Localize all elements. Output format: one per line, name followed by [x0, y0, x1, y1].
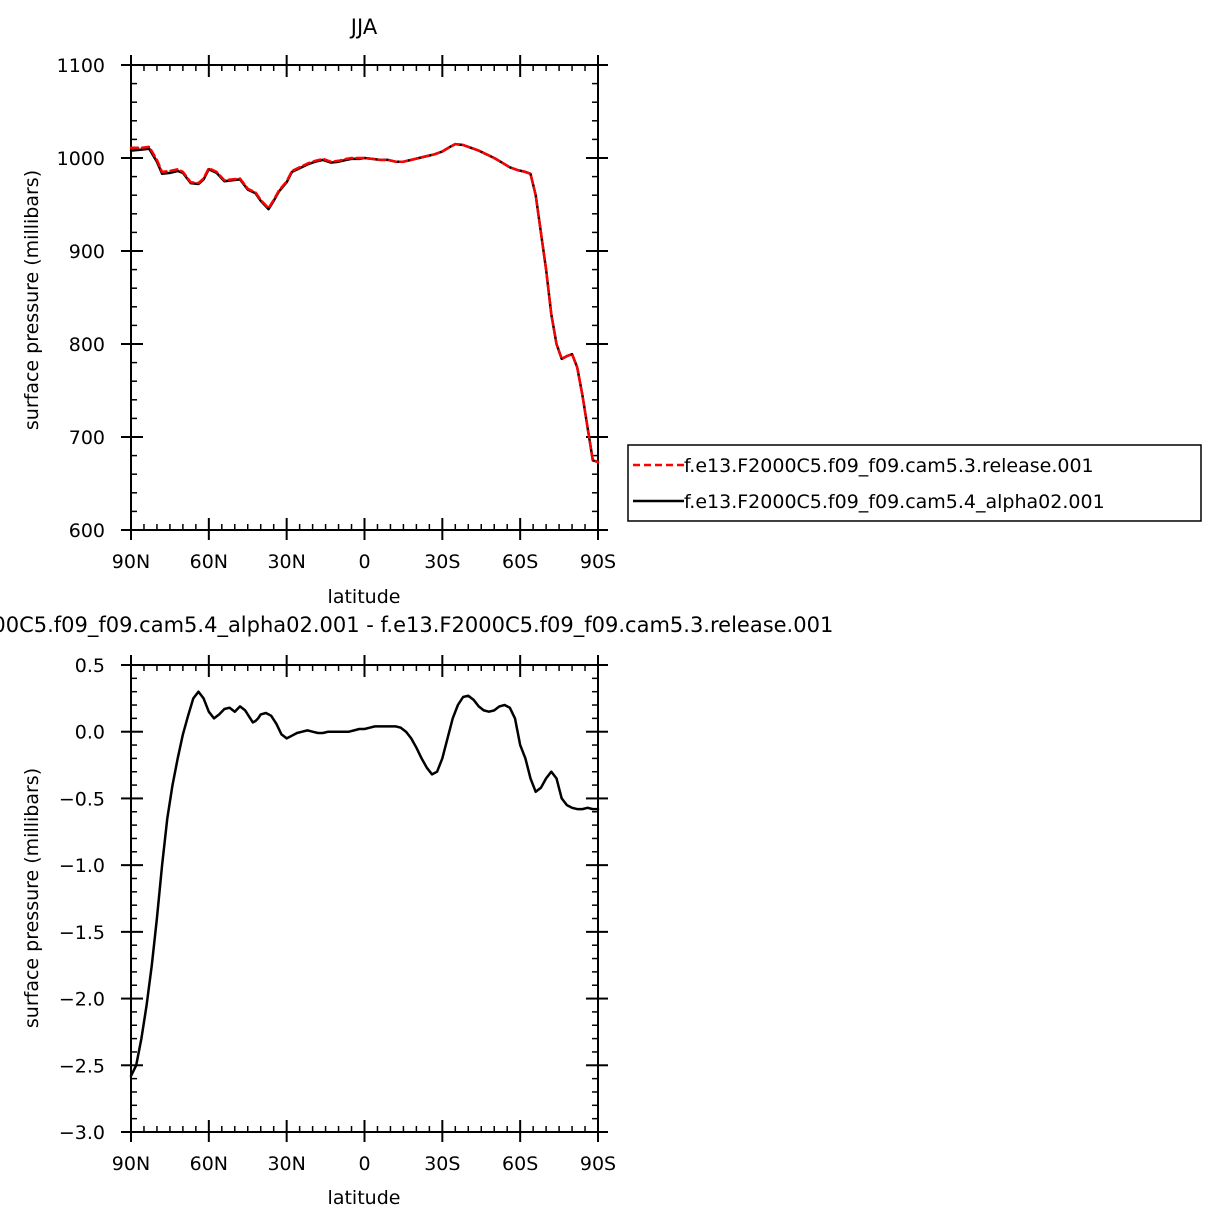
top-y-tick-label: 600 [69, 520, 105, 542]
top-panel: JJA 90N 60N 30N 0 30S 60S 90S 600 700 800 900 1000 1… [21, 15, 616, 608]
top-y-tick-label: 1000 [57, 148, 105, 170]
top-y-tick-label: 700 [69, 427, 105, 449]
top-x-tick-label: 30S [424, 551, 460, 573]
top-x-tick-label: 60N [190, 551, 228, 573]
top-x-tick-label: 30N [267, 551, 305, 573]
bottom-chart-title: f.e13.F2000C5.f09_f09.cam5.4_alpha02.001… [0, 613, 833, 638]
bottom-x-tick-label: 90S [580, 1153, 616, 1175]
bottom-x-tick-label: 60N [190, 1153, 228, 1175]
top-series-line-2 [129, 142, 600, 464]
top-y-tick-label: 1100 [57, 55, 105, 77]
top-chart-title: JJA [349, 15, 378, 39]
top-x-tick-label: 0 [358, 551, 370, 573]
bottom-y-tick-label: −2.5 [59, 1055, 105, 1077]
bottom-y-tick-label: 0.5 [75, 655, 105, 677]
top-x-tick-label: 60S [502, 551, 538, 573]
top-x-tick-label: 90S [580, 551, 616, 573]
top-y-tick-label: 800 [69, 334, 105, 356]
bottom-y-tick-label: −2.0 [59, 989, 105, 1011]
legend: f.e13.F2000C5.f09_f09.cam5.3.release.001… [627, 444, 1202, 522]
bottom-x-tick-label: 0 [358, 1153, 370, 1175]
bottom-y-tick-label: −3.0 [59, 1122, 105, 1144]
bottom-y-tick-label: 0.0 [75, 722, 105, 744]
top-x-tick-label: 90N [112, 551, 150, 573]
bottom-series-line-1 [129, 690, 600, 1078]
bottom-x-axis-label: latitude [328, 1187, 401, 1209]
top-series-line-1 [129, 142, 600, 464]
bottom-panel: f.e13.F2000C5.f09_f09.cam5.4_alpha02.001… [0, 613, 833, 1209]
bottom-x-tick-label: 60S [502, 1153, 538, 1175]
legend-label-alpha02: f.e13.F2000C5.f09_f09.cam5.4_alpha02.001 [684, 491, 1105, 513]
bottom-y-axis-label: surface pressure (millibars) [21, 768, 43, 1028]
legend-label-release: f.e13.F2000C5.f09_f09.cam5.3.release.001 [684, 455, 1094, 477]
bottom-y-tick-label: −1.5 [59, 922, 105, 944]
top-ticks: 90N 60N 30N 0 30S 60S 90S 600 700 800 900 1000 1100 [57, 55, 616, 573]
top-plot-frame [130, 64, 599, 531]
bottom-ticks: 90N 60N 30N 0 30S 60S 90S 0.5 0.0 −0.5 −1.0 −1.5 −2.… [59, 655, 616, 1175]
top-y-tick-label: 900 [69, 241, 105, 263]
bottom-x-tick-label: 90N [112, 1153, 150, 1175]
legend-box [627, 444, 1202, 522]
bottom-y-tick-label: −0.5 [59, 788, 105, 810]
bottom-x-tick-label: 30N [267, 1153, 305, 1175]
bottom-series-group [129, 690, 600, 1078]
top-y-axis-label: surface pressure (millibars) [21, 170, 43, 430]
top-x-axis-label: latitude [328, 586, 401, 608]
bottom-x-tick-label: 30S [424, 1153, 460, 1175]
bottom-y-tick-label: −1.0 [59, 855, 105, 877]
top-series-group [129, 142, 600, 464]
bottom-plot-frame [130, 664, 599, 1133]
